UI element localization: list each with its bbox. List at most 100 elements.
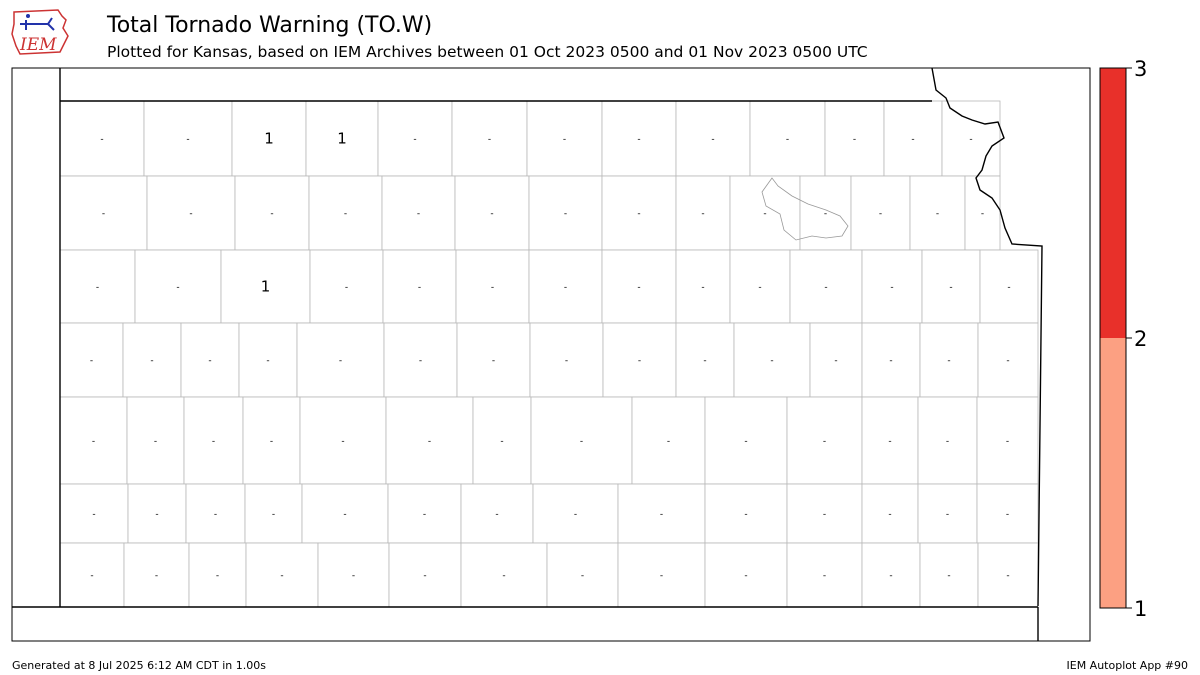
county-no-data-label: - (563, 135, 566, 145)
county-cell (601, 249, 677, 324)
county-value-label: 1 (337, 130, 347, 148)
county-no-data-label: - (711, 135, 714, 145)
county-no-data-label: - (344, 209, 347, 219)
county-cell (383, 322, 458, 398)
county-no-data-label: - (176, 283, 179, 293)
county-no-data-label: - (419, 356, 422, 366)
page-subtitle: Plotted for Kansas, based on IEM Archive… (107, 43, 868, 61)
county-cell (919, 322, 979, 398)
county-no-data-label: - (343, 510, 346, 520)
county-no-data-label: - (491, 283, 494, 293)
county-no-data-label: - (637, 135, 640, 145)
county-no-data-label: - (413, 135, 416, 145)
county-no-data-label: - (949, 283, 952, 293)
legend-colorbar: 3 2 1 (1099, 57, 1147, 621)
county-cell (122, 322, 182, 398)
county-no-data-label: - (189, 209, 192, 219)
county-cell (381, 175, 456, 251)
logo-text: IEM (19, 35, 57, 55)
county-warning-cell (220, 249, 311, 324)
county-cell (528, 249, 603, 324)
county-cell (809, 322, 863, 398)
county-cell (909, 175, 966, 251)
county-cell (188, 542, 247, 608)
county-no-data-label: - (888, 437, 891, 447)
county-cell (387, 483, 462, 544)
county-warning-cell (305, 100, 379, 177)
county-no-data-label: - (1006, 437, 1009, 447)
county-no-data-label: - (879, 209, 882, 219)
county-no-data-label: - (565, 356, 568, 366)
county-no-data-label: - (574, 510, 577, 520)
county-cell (460, 542, 548, 608)
county-no-data-label: - (1007, 283, 1010, 293)
county-no-data-label: - (490, 209, 493, 219)
county-cell (675, 175, 731, 251)
county-no-data-label: - (744, 437, 747, 447)
county-no-data-label: - (418, 283, 421, 293)
legend-tick-1: 1 (1134, 597, 1147, 621)
county-no-data-label: - (637, 209, 640, 219)
county-cell (546, 542, 619, 608)
county-cell (786, 396, 863, 485)
county-cell (786, 483, 863, 544)
county-cell (883, 100, 943, 177)
county-no-data-label: - (946, 437, 949, 447)
county-cell (602, 322, 677, 398)
generated-timestamp: Generated at 8 Jul 2025 6:12 AM CDT in 1… (12, 659, 266, 672)
county-cell (146, 175, 236, 251)
county-no-data-label: - (758, 283, 761, 293)
county-no-data-label: - (823, 510, 826, 520)
page-title: Total Tornado Warning (TO.W) (107, 13, 433, 38)
county-cell (451, 100, 528, 177)
county-cell (861, 396, 919, 485)
county-cell (631, 396, 706, 485)
county-no-data-label: - (339, 356, 342, 366)
county-cell (245, 542, 319, 608)
county-cell (59, 175, 148, 251)
county-cell (301, 483, 389, 544)
county-no-data-label: - (216, 571, 219, 581)
county-no-data-label: - (660, 510, 663, 520)
county-cell (617, 542, 706, 608)
county-cell (675, 249, 731, 324)
county-cell (526, 100, 603, 177)
county-no-data-label: - (786, 135, 789, 145)
county-no-data-label: - (90, 356, 93, 366)
county-cell (388, 542, 462, 608)
county-no-data-label: - (212, 437, 215, 447)
county-no-data-label: - (823, 571, 826, 581)
county-cell (861, 542, 921, 608)
lake-outline (761, 177, 849, 241)
county-no-data-label: - (150, 356, 153, 366)
county-cell (704, 396, 788, 485)
county-no-data-label: - (770, 356, 773, 366)
county-cell (733, 322, 811, 398)
county-no-data-label: - (1006, 510, 1009, 520)
county-no-data-label: - (701, 283, 704, 293)
county-cell (976, 483, 1039, 544)
county-no-data-label: - (580, 437, 583, 447)
county-no-data-label: - (637, 283, 640, 293)
county-cell (59, 322, 124, 398)
county-cell (528, 175, 603, 251)
county-cell (460, 483, 534, 544)
county-cell (977, 542, 1039, 608)
county-no-data-label: - (423, 510, 426, 520)
county-cell (309, 249, 384, 324)
county-no-data-label: - (280, 571, 283, 581)
county-no-data-label: - (660, 571, 663, 581)
county-no-data-label: - (272, 510, 275, 520)
county-no-data-label: - (92, 510, 95, 520)
county-cell (824, 100, 885, 177)
county-no-data-label: - (947, 571, 950, 581)
county-cell (919, 542, 979, 608)
county-no-data-label: - (946, 510, 949, 520)
county-cell (601, 175, 677, 251)
county-cell (126, 396, 185, 485)
county-cell (789, 249, 863, 324)
county-cell (456, 322, 531, 398)
county-cell (183, 396, 244, 485)
county-no-data-label: - (889, 571, 892, 581)
county-no-data-label: - (417, 209, 420, 219)
